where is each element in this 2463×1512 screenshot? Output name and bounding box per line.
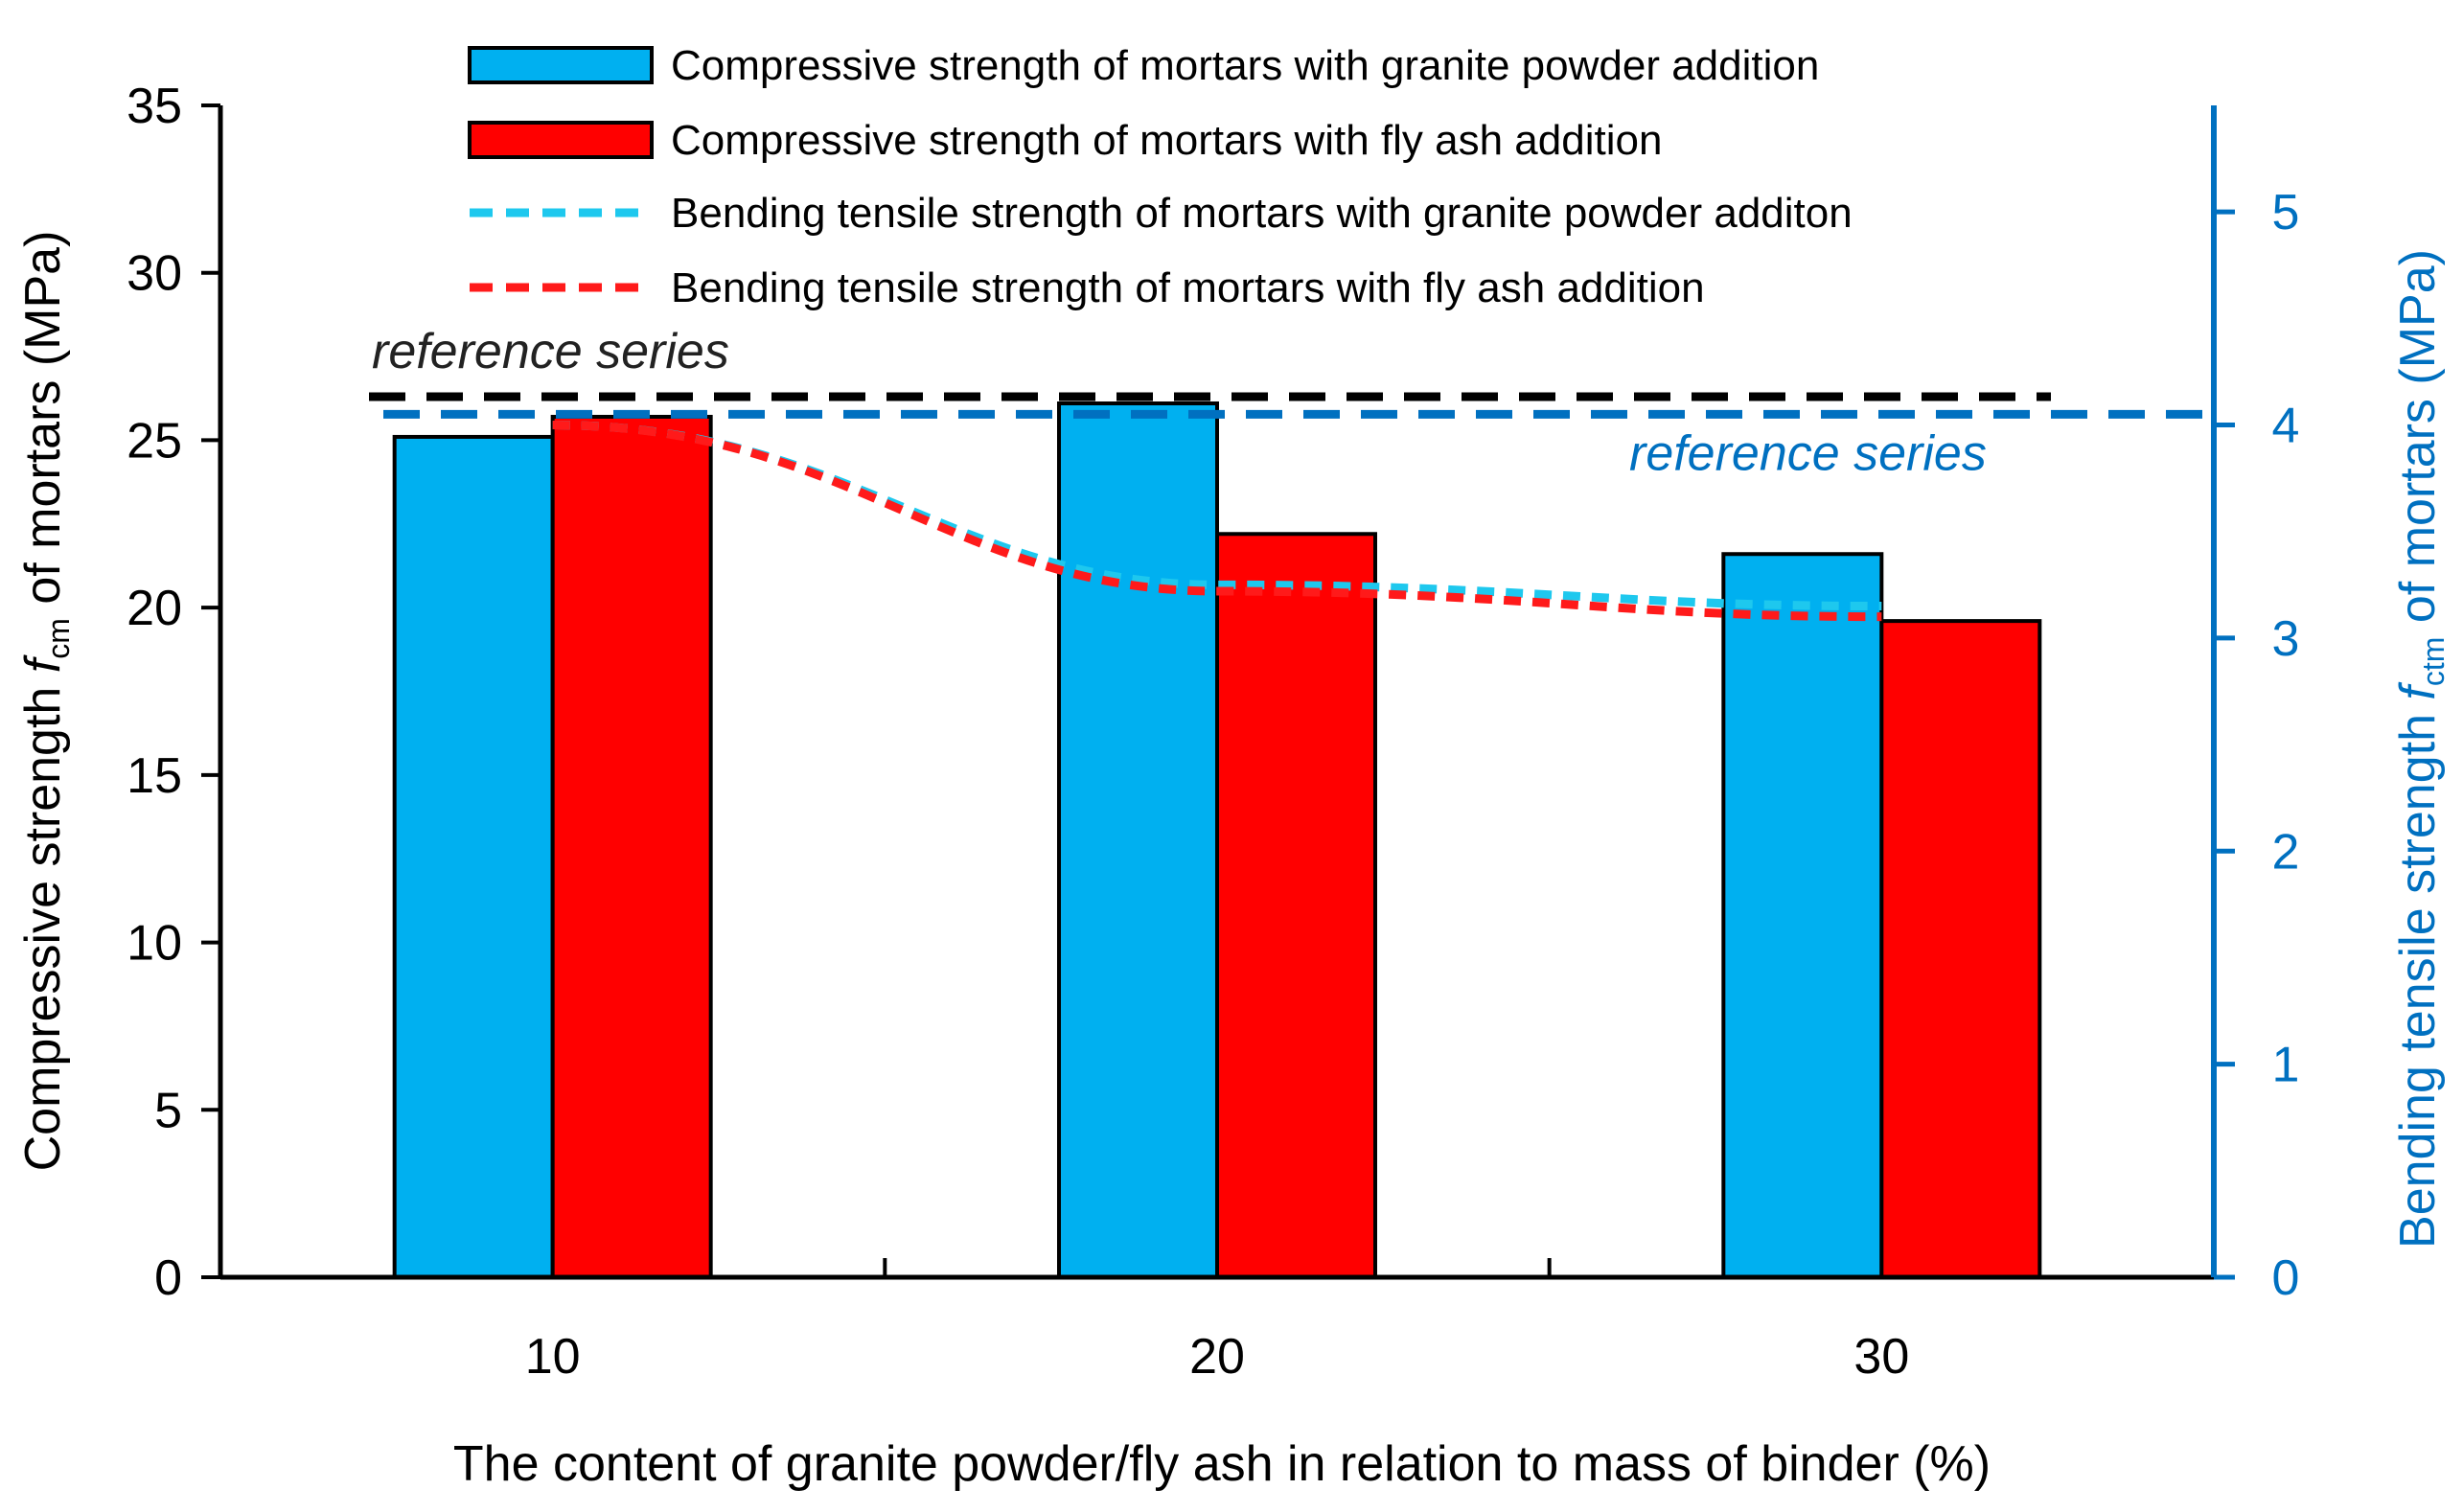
left-axis-title-prefix: Compressive strength bbox=[15, 673, 71, 1171]
left-tick-label: 35 bbox=[127, 79, 182, 134]
left-tick-label: 25 bbox=[127, 413, 182, 469]
bar-flyash-30 bbox=[1879, 619, 2042, 1279]
reference-label-right: reference series bbox=[1629, 425, 1987, 481]
axes-group: 0 5 10 15 20 25 30 35 0 1 2 3 4 5 10 20 30 bbox=[127, 79, 2299, 1385]
left-tick-label: 30 bbox=[127, 246, 182, 302]
legend-label-line-1: Bending tensile strength of mortars with… bbox=[671, 264, 1705, 311]
legend-label-bar-1: Compressive strength of mortars with fly… bbox=[671, 117, 1662, 164]
bar-granite-20 bbox=[1057, 401, 1219, 1279]
right-tick-label: 1 bbox=[2272, 1038, 2300, 1093]
x-tick-label: 20 bbox=[1189, 1329, 1245, 1385]
left-tick-label: 0 bbox=[154, 1250, 182, 1306]
bar-flyash-20 bbox=[1215, 532, 1377, 1279]
right-axis-title-symbol: f bbox=[2390, 682, 2446, 700]
line-flyash-bending bbox=[552, 421, 1882, 622]
right-tick-label: 2 bbox=[2272, 824, 2300, 880]
x-tick-label: 30 bbox=[1853, 1329, 1909, 1385]
right-tick-label: 4 bbox=[2272, 399, 2300, 454]
axis-titles: The content of granite powder/fly ash in… bbox=[15, 231, 2451, 1492]
right-axis-title: Bending tensile strength fctm of mortars… bbox=[2390, 249, 2451, 1249]
left-axis-title-symbol: f bbox=[15, 654, 71, 673]
legend-label-line-0: Bending tensile strength of mortars with… bbox=[671, 190, 1853, 237]
bar-flyash-10 bbox=[550, 414, 713, 1279]
left-tick-label: 10 bbox=[127, 916, 182, 972]
left-axis-title: Compressive strength fcm of mortars (MPa… bbox=[15, 231, 76, 1172]
right-axis-title-prefix: Bending tensile strength bbox=[2390, 700, 2446, 1249]
right-axis-title-suffix: of mortars (MPa) bbox=[2390, 249, 2446, 637]
legend: Compressive strength of mortars with gra… bbox=[468, 42, 1853, 311]
x-axis-title: The content of granite powder/fly ash in… bbox=[453, 1436, 1991, 1492]
line-series-group bbox=[552, 421, 1882, 622]
left-axis-title-subscript: cm bbox=[41, 618, 76, 659]
legend-swatch-bar-1 bbox=[468, 121, 654, 159]
left-tick-label: 5 bbox=[154, 1083, 182, 1138]
right-tick-label: 5 bbox=[2272, 185, 2300, 241]
legend-swatch-bar-0 bbox=[468, 46, 654, 84]
left-tick-label: 20 bbox=[127, 581, 182, 636]
bar-granite-30 bbox=[1721, 552, 1884, 1279]
left-axis-title-suffix: of mortars (MPa) bbox=[15, 231, 71, 619]
legend-label-bar-0: Compressive strength of mortars with gra… bbox=[671, 42, 1819, 89]
x-tick-label: 10 bbox=[525, 1329, 581, 1385]
bar-granite-10 bbox=[392, 434, 555, 1280]
right-tick-label: 3 bbox=[2272, 611, 2300, 667]
right-tick-label: 0 bbox=[2272, 1250, 2300, 1306]
reference-lines-group: reference series reference series bbox=[369, 324, 2214, 481]
bars-group bbox=[392, 401, 2042, 1280]
left-tick-label: 15 bbox=[127, 748, 182, 804]
reference-label-left: reference series bbox=[372, 324, 729, 379]
right-axis-title-subscript: ctm bbox=[2416, 637, 2451, 687]
